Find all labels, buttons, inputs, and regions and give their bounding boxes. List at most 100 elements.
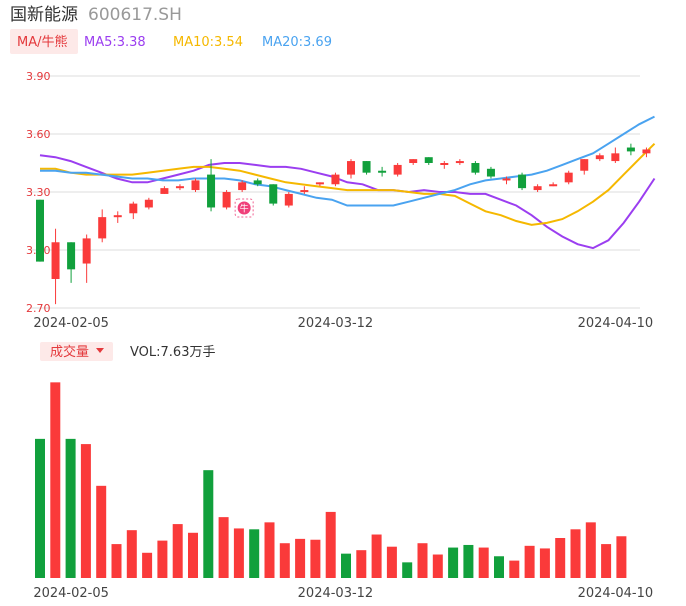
volume-bar [188,532,198,578]
candle-body [67,242,76,270]
candle-body [315,182,324,185]
volume-bar [279,543,290,578]
x-tick-label: 2024-04-10 [578,586,654,601]
volume-bar [264,522,275,578]
candle-body [455,161,464,164]
bull-marker[interactable]: 牛 [234,198,254,218]
volume-bar [111,544,122,578]
volume-bar [616,536,627,578]
x-tick-label: 2024-04-10 [578,316,654,331]
y-tick-label: 3.60 [26,128,51,141]
volume-bar [371,534,382,578]
ma5-label: MA5:3.38 [84,35,146,50]
volume-bar [539,548,550,578]
candle-body [113,215,122,218]
volume-bar [386,546,397,578]
volume-bar [96,485,107,578]
candle-body [160,188,169,194]
marker-label: 牛 [240,203,249,215]
y-tick-label: 2.70 [26,302,51,315]
volume-bar [172,524,183,578]
volume-bar [310,539,321,578]
volume-bar [402,562,413,578]
candle-body [564,172,573,183]
volume-bar [341,553,351,578]
volume-bar [65,438,76,578]
stock-name: 国新能源 [10,5,78,25]
volume-bar [203,470,214,578]
volume-x-axis: 2024-02-05 2024-03-12 2024-04-10 [33,586,653,601]
candle-body [300,190,309,193]
volume-bar [50,382,61,578]
ma5-line [39,154,656,250]
ma10-label: MA10:3.54 [173,35,243,50]
volume-toggle-button[interactable] [40,342,113,361]
volume-bar [601,544,612,578]
candle-body [36,199,44,262]
x-tick-label: 2024-02-05 [33,316,109,331]
volume-bar [295,538,306,578]
volume-bar [585,522,596,578]
price-y-axis: 3.903.603.303.002.70 [26,70,51,315]
candle-body [129,203,138,214]
volume-bar [35,438,45,578]
candle-body [331,174,340,185]
volume-bar [417,543,428,578]
volume-bar [570,529,581,578]
candle-body [424,157,433,163]
candlestick-series [36,143,651,305]
moving-average-lines [39,115,656,250]
candle-body [595,155,604,160]
volume-bar [494,556,504,578]
marker-badge [237,201,251,215]
candle-body [222,192,231,208]
candle-body [533,186,542,191]
candle-body [191,180,200,191]
candle-body [642,149,651,154]
ma-toggle-button[interactable] [10,29,78,54]
ma-toggle-label: MA/牛熊 [17,34,68,50]
volume-bar [432,554,443,578]
volume-value-label: VOL:7.63万手 [130,345,215,360]
candle-body [284,193,293,206]
candle-body [269,184,278,204]
candle-body [611,153,620,162]
marker-frame [234,198,254,218]
candle-body [207,174,216,208]
volume-bar [126,530,137,578]
candle-body [253,180,262,185]
volume-bar [233,528,244,578]
volume-toggle-label: 成交量 [50,344,89,360]
x-tick-label: 2024-02-05 [33,586,109,601]
candle-body [486,168,495,177]
ma10-line [40,142,656,226]
ma20-line [40,115,655,207]
volume-bar [463,544,474,578]
candle-body [549,184,558,187]
volume-bar [509,560,520,578]
volume-bar [249,529,260,578]
candle-body [362,161,371,173]
chevron-down-icon[interactable] [96,348,104,353]
candle-body [378,170,387,173]
candle-body [82,238,91,264]
volume-bar [356,550,367,578]
candle-body [98,217,107,239]
volume-bar [142,552,153,578]
y-tick-label: 3.90 [26,70,51,83]
volume-bar [80,444,91,578]
candle-body [409,159,418,163]
volume-bar [524,545,535,578]
volume-bar [218,517,229,578]
candle-body [440,163,449,165]
x-tick-label: 2024-03-12 [298,586,374,601]
volume-bars [35,382,627,578]
candle-body [347,161,355,175]
candle-body [175,186,184,189]
volume-bar [478,547,489,578]
candle-body [580,159,589,171]
volume-bar [448,547,459,578]
volume-bar [157,540,168,578]
candle-body [626,147,635,152]
